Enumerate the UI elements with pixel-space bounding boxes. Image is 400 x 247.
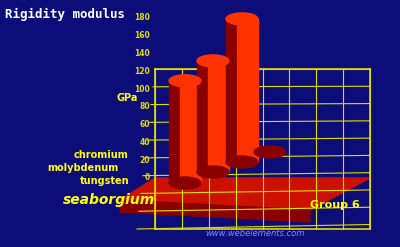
Polygon shape <box>180 81 190 183</box>
Polygon shape <box>169 81 185 183</box>
Text: 100: 100 <box>134 85 150 94</box>
Polygon shape <box>213 61 229 172</box>
Polygon shape <box>185 81 201 183</box>
Text: seaborgium: seaborgium <box>63 193 155 207</box>
Polygon shape <box>226 19 242 162</box>
Text: 120: 120 <box>134 67 150 76</box>
Polygon shape <box>237 19 247 162</box>
Text: 40: 40 <box>140 138 150 147</box>
Ellipse shape <box>197 55 229 67</box>
Text: 180: 180 <box>134 14 150 22</box>
Text: Rigidity modulus: Rigidity modulus <box>5 8 125 21</box>
Text: 60: 60 <box>140 120 150 129</box>
Ellipse shape <box>226 13 258 25</box>
Text: GPa: GPa <box>116 93 138 103</box>
Ellipse shape <box>169 75 201 87</box>
Text: 20: 20 <box>140 156 150 165</box>
Polygon shape <box>120 178 370 210</box>
Text: tungsten: tungsten <box>80 176 130 186</box>
Text: 140: 140 <box>134 49 150 58</box>
Ellipse shape <box>254 146 286 158</box>
Text: 0: 0 <box>145 173 150 183</box>
Polygon shape <box>208 61 218 172</box>
Ellipse shape <box>226 156 258 168</box>
Text: Group 6: Group 6 <box>310 200 360 210</box>
Polygon shape <box>120 200 310 222</box>
Text: chromium: chromium <box>73 150 128 160</box>
Text: 80: 80 <box>139 103 150 111</box>
Text: www.webelements.com: www.webelements.com <box>205 228 305 238</box>
Ellipse shape <box>169 177 201 189</box>
Ellipse shape <box>197 166 229 178</box>
Polygon shape <box>197 61 213 172</box>
Polygon shape <box>242 19 258 162</box>
Text: 160: 160 <box>134 31 150 40</box>
Text: molybdenum: molybdenum <box>47 163 118 173</box>
